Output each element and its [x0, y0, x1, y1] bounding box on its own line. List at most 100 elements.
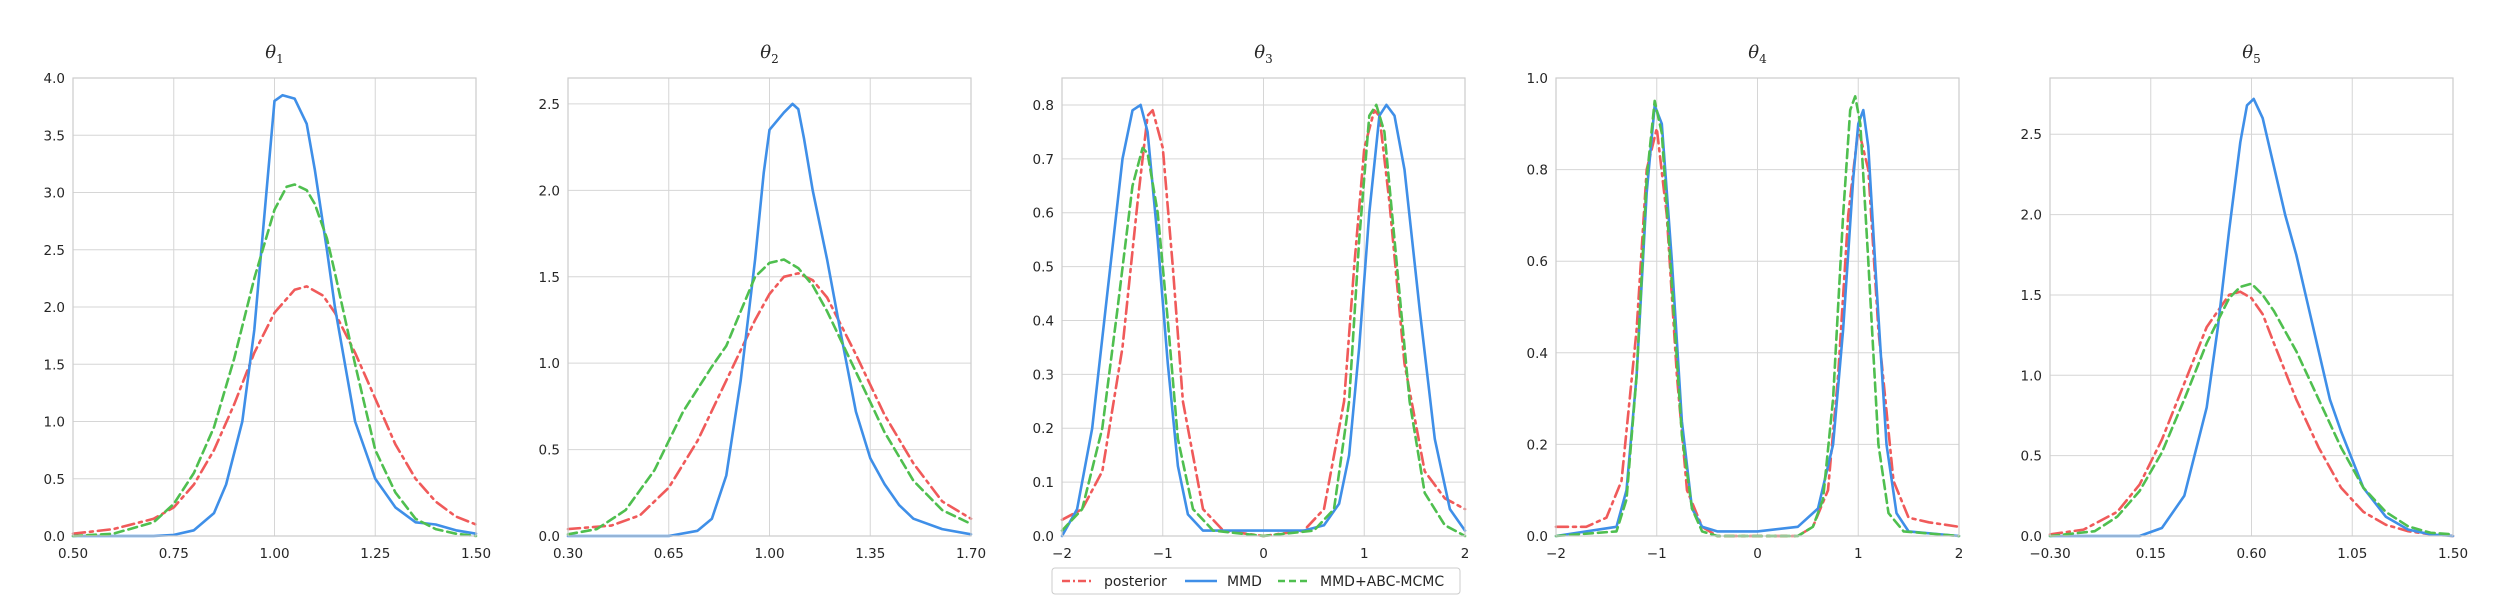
y-tick-label: 0.5	[44, 472, 65, 488]
title-subscript: 2	[771, 52, 779, 66]
x-tick-label: 2	[1955, 546, 1964, 562]
y-tick-label: 1.5	[2021, 288, 2042, 304]
y-tick-label: 2.5	[44, 243, 65, 259]
y-tick-label: 0.5	[1033, 260, 1054, 276]
y-tick-label: 0.7	[1033, 152, 1054, 168]
chart-panel: −2 −1 0 1 2 0.0 0.1 0.2 0.3 0.4 0.5 0.6 0.7 0.8 θ3	[1033, 42, 1470, 562]
chart-panel: −2 −1 0 1 2 0.0 0.2 0.4 0.6 0.8 1.0 θ4	[1527, 42, 1964, 562]
x-tick-label: −1	[1153, 546, 1173, 562]
series-line-mmd	[71, 93, 478, 538]
y-tick-label: 2.5	[2021, 127, 2042, 143]
y-tick-label: 0.4	[1033, 313, 1054, 329]
plot-frame	[1555, 77, 1960, 537]
y-tick-label: 0.6	[1527, 254, 1548, 270]
x-tick-label: 1.50	[461, 546, 491, 562]
x-tick-label: 0.30	[553, 546, 583, 562]
title-subscript: 5	[2253, 52, 2261, 66]
series-line-posterior	[566, 272, 973, 531]
y-tick-label: 0.0	[2021, 529, 2042, 545]
y-tick-label: 2.0	[2021, 208, 2042, 224]
series-line-posterior	[2048, 290, 2455, 538]
y-tick-label: 0.4	[1527, 346, 1548, 362]
x-tick-label: 1.25	[360, 546, 390, 562]
y-tick-label: 0.8	[1527, 163, 1548, 179]
y-tick-label: 1.5	[44, 357, 65, 373]
y-tick-label: 0.2	[1527, 437, 1548, 453]
series-line-mmd-abc-mcmc	[2048, 282, 2455, 538]
y-tick-label: 3.5	[44, 128, 65, 144]
series-line-mmd-abc-mcmc	[1554, 95, 1961, 538]
legend-label: MMD	[1227, 574, 1262, 590]
x-tick-label: 1.50	[2438, 546, 2468, 562]
y-tick-label: 0.8	[1033, 98, 1054, 114]
panel-title: θ3	[1254, 42, 1272, 66]
x-tick-label: 0.75	[159, 546, 189, 562]
x-tick-label: 1.00	[754, 546, 784, 562]
y-tick-label: 0.6	[1033, 206, 1054, 222]
y-tick-label: 1.0	[1527, 71, 1548, 87]
chart-panel: −0.30 0.15 0.60 1.05 1.50 0.0 0.5 1.0 1.5 2.0 2.5 θ…	[2021, 42, 2469, 562]
y-tick-label: 4.0	[44, 71, 65, 87]
title-symbol: θ	[265, 42, 276, 63]
y-tick-label: 0.0	[1033, 529, 1054, 545]
x-tick-label: 0.65	[654, 546, 684, 562]
y-tick-label: 0.3	[1033, 367, 1054, 383]
panel-title: θ5	[2242, 42, 2260, 66]
y-tick-label: 0.5	[2021, 449, 2042, 465]
series-line-mmd	[1554, 104, 1961, 538]
y-tick-label: 1.0	[539, 356, 560, 372]
panel-title: θ1	[265, 42, 283, 66]
y-tick-label: 1.5	[539, 270, 560, 286]
title-symbol: θ	[760, 42, 771, 63]
panel-title: θ4	[1748, 42, 1767, 66]
y-tick-label: 0.1	[1033, 475, 1054, 491]
legend-label: posterior	[1104, 574, 1167, 590]
legend-label: MMD+ABC-MCMC	[1320, 574, 1444, 590]
plot-frame	[72, 77, 477, 537]
y-tick-label: 1.0	[2021, 368, 2042, 384]
y-tick-label: 0.5	[539, 443, 560, 459]
plot-frame	[1061, 77, 1466, 537]
chart-panel: 0.50 0.75 1.00 1.25 1.50 0.0 0.5 1.0 1.5 2.0 2.5 3.…	[44, 42, 492, 562]
title-symbol: θ	[1254, 42, 1265, 63]
x-tick-label: −2	[1052, 546, 1072, 562]
x-tick-label: 1.35	[855, 546, 885, 562]
title-subscript: 4	[1759, 52, 1767, 66]
x-tick-label: −1	[1647, 546, 1667, 562]
y-tick-label: 1.0	[44, 415, 65, 431]
y-tick-label: 2.0	[539, 183, 560, 199]
chart-panels: 0.50 0.75 1.00 1.25 1.500.00.51.01.52.02.53.…	[44, 42, 2469, 562]
y-tick-label: 0.2	[1033, 421, 1054, 437]
x-tick-label: 1.00	[259, 546, 289, 562]
plot-frame	[2049, 77, 2454, 537]
x-tick-label: 1	[1854, 546, 1863, 562]
x-tick-label: −2	[1546, 546, 1566, 562]
title-subscript: 3	[1265, 52, 1273, 66]
title-symbol: θ	[2242, 42, 2253, 63]
x-tick-label: 0	[1753, 546, 1762, 562]
series-line-mmd-abc-mcmc	[71, 183, 478, 538]
y-tick-label: 2.0	[44, 300, 65, 316]
legend-box	[1051, 567, 1461, 595]
x-tick-label: 0.50	[58, 546, 88, 562]
title-subscript: 1	[276, 52, 284, 66]
x-tick-label: 0.60	[2236, 546, 2266, 562]
series-line-mmd	[1060, 103, 1467, 538]
chart-panel: 0.30 0.65 1.00 1.35 1.70 0.0 0.5 1.0 1.5 2.0 2.5 θ2	[539, 42, 987, 562]
y-tick-label: 0.0	[44, 529, 65, 545]
x-tick-label: 1.05	[2337, 546, 2367, 562]
series-line-mmd-abc-mcmc	[566, 258, 973, 536]
x-tick-label: −0.30	[2029, 546, 2070, 562]
legend: posterior MMD MMD+ABC-MCMC	[1051, 567, 1461, 595]
panel-title: θ2	[760, 42, 778, 66]
y-tick-label: 3.0	[44, 186, 65, 202]
x-tick-label: 0	[1259, 546, 1268, 562]
x-tick-label: 1.70	[956, 546, 986, 562]
title-symbol: θ	[1748, 42, 1759, 63]
x-tick-label: 0.15	[2136, 546, 2166, 562]
plot-frame	[567, 77, 972, 537]
x-tick-label: 1	[1360, 546, 1369, 562]
y-tick-label: 2.5	[539, 97, 560, 113]
y-tick-label: 0.0	[1527, 529, 1548, 545]
